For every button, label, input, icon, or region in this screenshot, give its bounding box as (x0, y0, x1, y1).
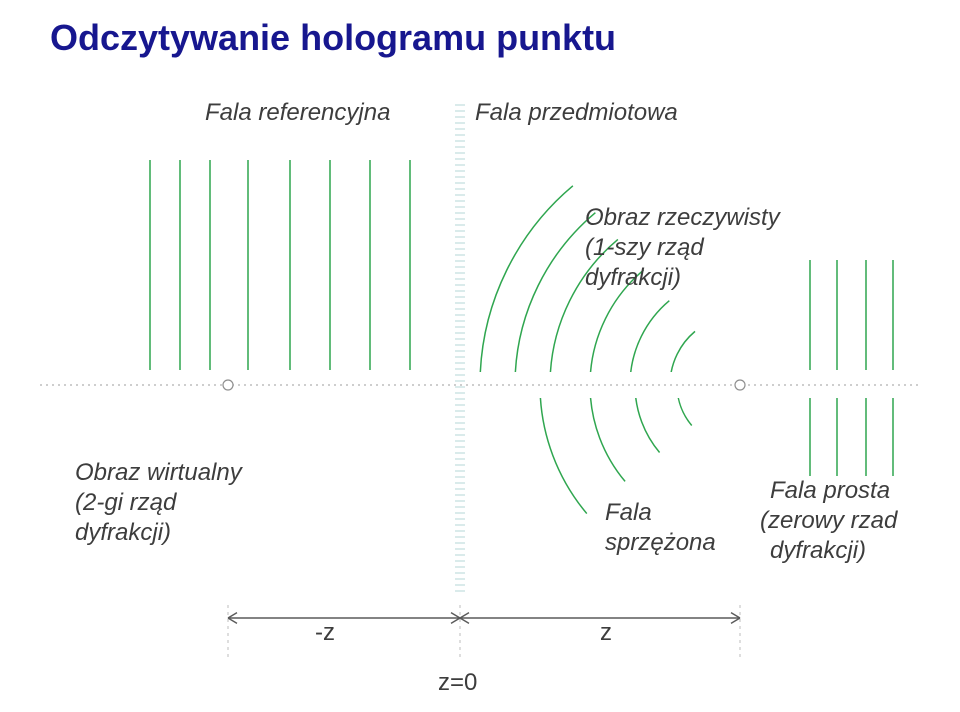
label-minus-z: -z (315, 619, 335, 646)
label-virtual-image-2: (2-gi rząd (75, 489, 177, 516)
label-plane-wave-1: Fala prosta (770, 477, 890, 504)
label-plane-wave-3: dyfrakcji) (770, 537, 866, 564)
label-z-zero: z=0 (438, 669, 477, 696)
real-point (735, 380, 745, 390)
label-reference-wave: Fala referencyjna (205, 99, 390, 126)
label-virtual-image-3: dyfrakcji) (75, 519, 171, 546)
label-real-image-1: Obraz rzeczywisty (585, 204, 782, 231)
label-conjugate-wave-2: sprzężona (605, 529, 716, 556)
label-plus-z: z (600, 619, 612, 646)
label-plane-wave-2: (zerowy rzad (760, 507, 898, 534)
diagram-title: Odczytywanie hologramu punktu (50, 17, 616, 58)
label-real-image-2: (1-szy rząd (585, 234, 704, 261)
label-virtual-image-1: Obraz wirtualny (75, 459, 244, 486)
label-object-wave: Fala przedmiotowa (475, 99, 678, 126)
virtual-point (223, 380, 233, 390)
label-conjugate-wave-1: Fala (605, 499, 652, 526)
label-real-image-3: dyfrakcji) (585, 264, 681, 291)
